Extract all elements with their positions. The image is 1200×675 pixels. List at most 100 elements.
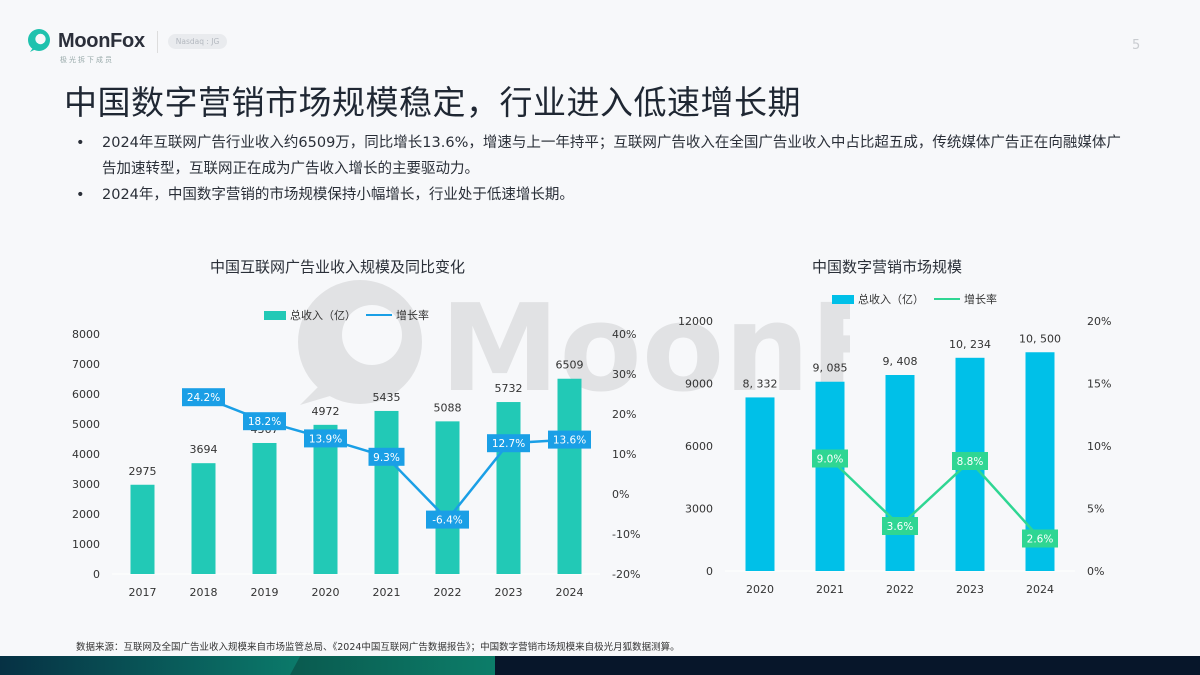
x-tick-label: 2024 — [556, 586, 584, 599]
y-left-tick: 6000 — [72, 388, 100, 401]
y-left-tick: 8000 — [72, 328, 100, 341]
legend-bar-swatch — [832, 294, 854, 304]
growth-label: -6.4% — [432, 515, 462, 527]
chart2-legend: 总收入（亿） 增长率 — [832, 291, 997, 307]
y-right-tick: 0% — [612, 488, 629, 501]
x-tick-label: 2021 — [373, 586, 401, 599]
growth-label: 13.6% — [553, 435, 586, 447]
bar-value-label: 5435 — [373, 391, 401, 404]
bar — [745, 397, 775, 571]
bar — [885, 375, 915, 571]
bar — [313, 424, 338, 574]
growth-label: 13.9% — [309, 433, 342, 445]
y-left-tick: 3000 — [685, 503, 713, 516]
growth-label: 12.7% — [492, 438, 525, 450]
bar-value-label: 10, 500 — [1019, 332, 1061, 345]
y-left-tick: 5000 — [72, 418, 100, 431]
x-tick-label: 2020 — [746, 583, 774, 596]
y-right-tick: 30% — [612, 368, 636, 381]
bar-value-label: 8, 332 — [743, 377, 778, 390]
footer-gradient-mid — [290, 656, 495, 675]
bar-value-label: 2975 — [129, 465, 157, 478]
x-tick-label: 2018 — [190, 586, 218, 599]
growth-label: 9.3% — [373, 452, 400, 464]
x-tick-label: 2024 — [1026, 583, 1054, 596]
growth-label-box — [1022, 529, 1058, 548]
y-right-tick: 10% — [612, 448, 636, 461]
y-left-tick: 7000 — [72, 358, 100, 371]
bar-value-label: 5732 — [495, 382, 523, 395]
growth-label-box — [487, 434, 530, 453]
chart1-plot: 0 1000 2000 3000 4000 5000 6000 7000 8000 -20% -10… — [72, 328, 640, 599]
page-title: 中国数字营销市场规模稳定，行业进入低速增长期 — [64, 83, 801, 122]
growth-label-box — [243, 412, 286, 431]
bar — [130, 484, 155, 574]
x-tick-label: 2023 — [495, 586, 523, 599]
y-left-tick: 6000 — [685, 440, 713, 453]
x-tick-label: 2022 — [886, 583, 914, 596]
legend-label-growth: 增长率 — [964, 293, 997, 306]
bullet-dot: • — [76, 135, 85, 151]
ticker-badge: Nasdaq : JG — [167, 34, 228, 49]
bullet-list: • 2024年互联网广告行业收入约6509万，同比增长13.6%，增速与上一年持… — [76, 130, 1126, 208]
growth-label-box — [304, 429, 347, 448]
y-left-tick: 2000 — [72, 508, 100, 521]
bar — [557, 378, 582, 574]
chart1-title: 中国互联网广告业收入规模及同比变化 — [210, 258, 466, 276]
bullet-dot: • — [76, 187, 85, 203]
growth-label-box — [182, 388, 225, 407]
moonfox-logo-icon — [28, 29, 50, 52]
y-left-tick: 1000 — [72, 538, 100, 551]
y-right-tick: 10% — [1087, 440, 1111, 453]
growth-label: 3.6% — [887, 521, 914, 533]
x-tick-label: 2020 — [312, 586, 340, 599]
legend-label-revenue: 总收入（亿） — [290, 309, 356, 322]
chart1-legend: 总收入（亿） 增长率 — [264, 307, 429, 323]
page-number: 5 — [1132, 38, 1141, 53]
y-right-tick: 5% — [1087, 503, 1104, 516]
growth-label: 8.8% — [957, 456, 984, 468]
bar — [815, 381, 845, 571]
y-left-tick: 12000 — [678, 315, 713, 328]
y-right-tick: -20% — [612, 568, 640, 581]
bar — [252, 442, 277, 574]
growth-label: 2.6% — [1027, 534, 1054, 546]
growth-label-box — [812, 449, 848, 468]
bar-value-label: 5088 — [434, 401, 462, 414]
y-right-tick: 20% — [1087, 315, 1111, 328]
x-tick-label: 2023 — [956, 583, 984, 596]
bar-value-label: 10, 234 — [949, 338, 991, 351]
y-left-tick: 9000 — [685, 378, 713, 391]
footer-bar — [0, 656, 1200, 675]
growth-label: 9.0% — [817, 454, 844, 466]
growth-label-box — [368, 447, 405, 466]
bullet-item: • 2024年，中国数字营销的市场规模保持小幅增长，行业处于低速增长期。 — [76, 182, 1126, 208]
y-right-tick: 20% — [612, 408, 636, 421]
y-right-tick: 15% — [1087, 378, 1111, 391]
x-tick-label: 2022 — [434, 586, 462, 599]
legend-line-swatch — [366, 314, 392, 316]
x-tick-label: 2021 — [816, 583, 844, 596]
brand-subtitle: 极光拆下成员 — [60, 56, 114, 64]
y-left-tick: 0 — [706, 565, 713, 578]
bullet-item: • 2024年互联网广告行业收入约6509万，同比增长13.6%，增速与上一年持… — [76, 130, 1126, 182]
bar — [435, 421, 460, 574]
footer-gradient-left — [0, 656, 300, 675]
bullet-text: 2024年，中国数字营销的市场规模保持小幅增长，行业处于低速增长期。 — [102, 187, 574, 203]
brand-name: MoonFox — [58, 29, 145, 52]
growth-label-box — [426, 510, 469, 529]
legend-label-growth: 增长率 — [396, 309, 429, 322]
y-left-tick: 4000 — [72, 448, 100, 461]
y-right-tick: 40% — [612, 328, 636, 341]
growth-label: 18.2% — [248, 416, 281, 428]
growth-label-box — [952, 452, 988, 470]
header-divider — [156, 31, 158, 53]
bar-value-label: 3694 — [190, 443, 218, 456]
brand-logo: MoonFox 极光拆下成员 — [26, 28, 145, 65]
x-tick-label: 2019 — [251, 586, 279, 599]
y-left-tick: 0 — [93, 568, 100, 581]
bar — [374, 410, 399, 574]
growth-line — [829, 457, 1041, 540]
bar-value-label: 4972 — [312, 405, 340, 418]
y-right-tick: -10% — [612, 528, 640, 541]
